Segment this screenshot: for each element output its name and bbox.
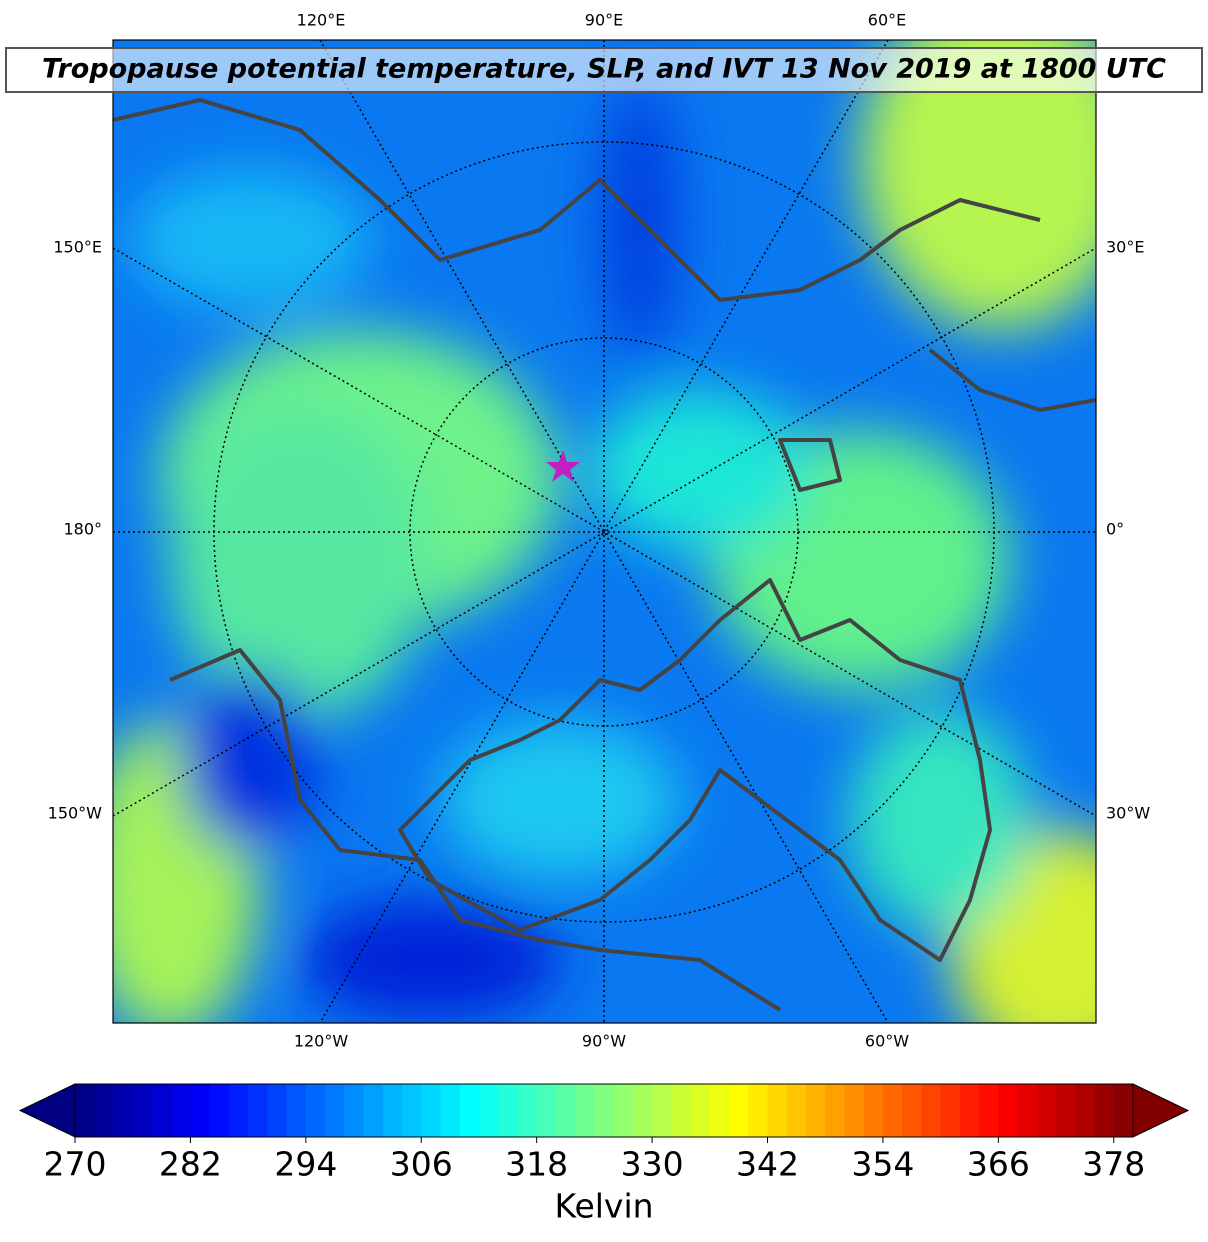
colorbar-band — [652, 1084, 672, 1137]
map-label: 60°E — [868, 11, 906, 30]
colorbar-band — [228, 1084, 249, 1137]
colorbar-band — [94, 1084, 115, 1137]
colorbar-band — [767, 1084, 788, 1137]
colorbar-band — [805, 1084, 826, 1137]
colorbar-band — [748, 1084, 769, 1137]
colorbar-band — [517, 1084, 538, 1137]
colorbar-band — [536, 1084, 557, 1137]
colorbar-band — [921, 1084, 942, 1137]
colorbar-band — [305, 1084, 326, 1137]
colorbar-tick-label: 366 — [967, 1145, 1030, 1184]
colorbar-band — [498, 1084, 519, 1137]
colorbar-band — [1113, 1084, 1134, 1137]
colorbar-band — [998, 1084, 1019, 1137]
colorbar-extend-high — [1132, 1083, 1190, 1138]
map-label: 150°W — [48, 804, 103, 823]
map-label: 0° — [1106, 520, 1124, 539]
colorbar-band — [248, 1084, 268, 1137]
colorbar-band — [632, 1084, 653, 1137]
colorbar-tick-label: 294 — [274, 1145, 337, 1184]
colorbar-band — [132, 1084, 153, 1137]
colorbar-band — [863, 1084, 884, 1137]
map — [113, 40, 1096, 1023]
map-label: 90°W — [582, 1032, 626, 1051]
colorbar-band — [75, 1084, 95, 1137]
colorbar-band — [882, 1084, 903, 1137]
map-label: 60°W — [865, 1032, 909, 1051]
colorbar-band — [440, 1084, 461, 1137]
colorbar-band — [363, 1084, 384, 1137]
colorbar-band — [382, 1084, 403, 1137]
colorbar-band — [1056, 1084, 1076, 1137]
colorbar-band — [555, 1084, 576, 1137]
map-label: 180° — [63, 520, 102, 539]
colorbar-tick-label: 318 — [505, 1145, 568, 1184]
colorbar-band — [959, 1084, 980, 1137]
colorbar-band — [825, 1084, 846, 1137]
colorbar-tick-label: 354 — [851, 1145, 914, 1184]
colorbar-band — [113, 1084, 134, 1137]
colorbar-band — [613, 1084, 634, 1137]
colorbar: 270 282 294 306 318 330 342 354 366 378 — [18, 1083, 1190, 1184]
colorbar-extend-low — [18, 1083, 76, 1138]
colorbar-tick-label: 378 — [1082, 1145, 1145, 1184]
colorbar-band — [709, 1084, 730, 1137]
colorbar-band — [402, 1084, 422, 1137]
colorbar-band — [267, 1084, 288, 1137]
colorbar-band — [786, 1084, 807, 1137]
colorbar-tick-label: 342 — [736, 1145, 799, 1184]
map-label: 120°E — [297, 11, 346, 30]
map-label: 150°E — [53, 238, 102, 257]
colorbar-band — [690, 1084, 711, 1137]
colorbar-band — [344, 1084, 365, 1137]
map-label: 30°W — [1106, 804, 1150, 823]
colorbar-band — [671, 1084, 692, 1137]
title-box — [5, 47, 1203, 93]
colorbar-band — [421, 1084, 442, 1137]
colorbar-band — [979, 1084, 999, 1137]
colorbar-band — [1094, 1084, 1115, 1137]
colorbar-band — [325, 1084, 345, 1137]
colorbar-band — [151, 1084, 172, 1137]
colorbar-band — [729, 1084, 749, 1137]
colorbar-band — [594, 1084, 615, 1137]
colorbar-band — [459, 1084, 480, 1137]
colorbar-tick-label: 306 — [390, 1145, 453, 1184]
map-frame — [112, 39, 1097, 1024]
colorbar-band — [190, 1084, 211, 1137]
colorbar-tick-label: 330 — [621, 1145, 684, 1184]
colorbar-band — [171, 1084, 192, 1137]
map-label: 90°E — [585, 11, 623, 30]
colorbar-band — [575, 1084, 595, 1137]
colorbar-band — [478, 1084, 499, 1137]
colorbar-band — [940, 1084, 961, 1137]
title: Tropopause potential temperature, SLP, a… — [42, 54, 1166, 85]
colorbar-band — [286, 1084, 307, 1137]
colorbar-band — [902, 1084, 922, 1137]
colorbar-band — [209, 1084, 230, 1137]
colorbar-band — [1036, 1084, 1057, 1137]
colorbar-label: Kelvin — [554, 1187, 653, 1226]
colorbar-band — [1075, 1084, 1096, 1137]
colorbar-band — [844, 1084, 865, 1137]
map-label: 120°W — [294, 1032, 349, 1051]
colorbar-band — [1017, 1084, 1038, 1137]
colorbar-frame — [74, 1083, 1134, 1138]
map-label: 30°E — [1106, 238, 1144, 257]
colorbar-tick-label: 270 — [44, 1145, 107, 1184]
colorbar-tick-label: 282 — [159, 1145, 222, 1184]
